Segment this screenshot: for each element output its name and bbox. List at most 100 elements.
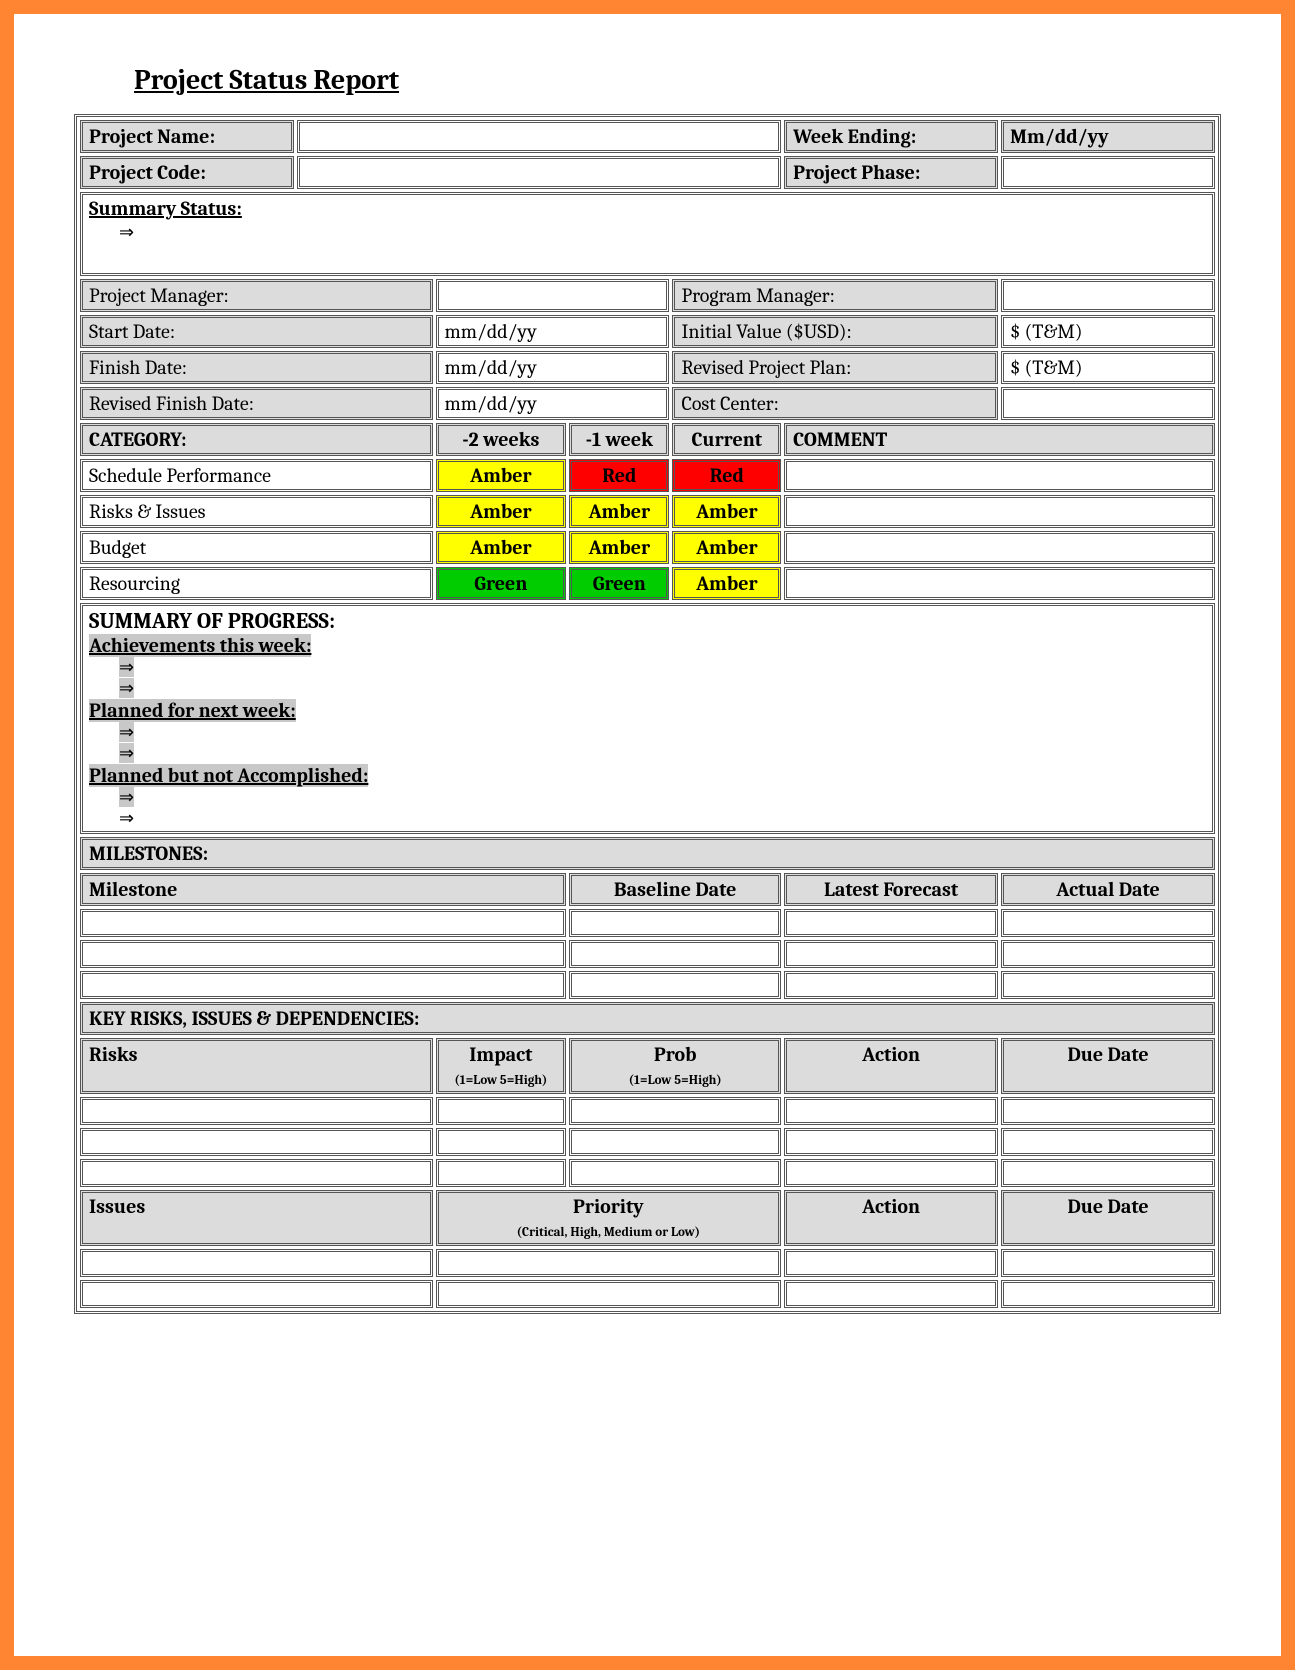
col-baseline: Baseline Date <box>569 873 781 906</box>
status-cell: Amber <box>672 567 781 600</box>
label-revised-finish: Revised Finish Date: <box>80 387 433 420</box>
row-category-header: CATEGORY: -2 weeks -1 week Current COMME… <box>80 423 1215 456</box>
row-summary-status: Summary Status: ⇒ <box>80 192 1215 276</box>
cell-summary-status: Summary Status: ⇒ <box>80 192 1215 276</box>
comment-cell[interactable] <box>784 459 1215 492</box>
status-cell: Red <box>569 459 669 492</box>
value-start[interactable]: mm/dd/yy <box>436 315 670 348</box>
label-risks-heading: KEY RISKS, ISSUES & DEPENDENCIES: <box>80 1002 1215 1035</box>
status-cell: Green <box>569 567 669 600</box>
value-week-ending[interactable]: Mm/dd/yy <box>1001 120 1215 153</box>
col-duedate: Due Date <box>1001 1038 1215 1094</box>
label-pm: Project Manager: <box>80 279 433 312</box>
label-planned-not: Planned but not Accomplished: <box>89 764 368 787</box>
page: Project Status Report Project Name: Week… <box>14 14 1281 1656</box>
comment-cell[interactable] <box>784 531 1215 564</box>
category-label: Budget <box>80 531 433 564</box>
status-cell: Amber <box>569 531 669 564</box>
status-cell: Amber <box>569 495 669 528</box>
label-milestones: MILESTONES: <box>80 837 1215 870</box>
row-risks-cols: Risks Impact (1=Low 5=High) Prob (1=Low … <box>80 1038 1215 1094</box>
value-project-phase[interactable] <box>1001 156 1215 189</box>
arrow-icon: ⇒ <box>89 222 134 242</box>
value-revised-plan[interactable]: $ (T&M) <box>1001 351 1215 384</box>
value-revised-finish[interactable]: mm/dd/yy <box>436 387 670 420</box>
col-impact: Impact (1=Low 5=High) <box>436 1038 567 1094</box>
row-start: Start Date: mm/dd/yy Initial Value ($USD… <box>80 315 1215 348</box>
label-prog: Program Manager: <box>672 279 998 312</box>
comment-cell[interactable] <box>784 567 1215 600</box>
row-milestone-cols: Milestone Baseline Date Latest Forecast … <box>80 873 1215 906</box>
table-row[interactable] <box>80 909 1215 937</box>
table-row[interactable] <box>80 1159 1215 1187</box>
row-issues-cols: Issues Priority (Critical, High, Medium … <box>80 1190 1215 1246</box>
col-m2: -2 weeks <box>436 423 567 456</box>
label-priority-sub: (Critical, High, Medium or Low) <box>517 1225 700 1240</box>
comment-cell[interactable] <box>784 495 1215 528</box>
col-category: CATEGORY: <box>80 423 433 456</box>
table-row[interactable] <box>80 1097 1215 1125</box>
col-issues: Issues <box>80 1190 433 1246</box>
col-m1: -1 week <box>569 423 669 456</box>
category-row: Schedule PerformanceAmberRedRed <box>80 459 1215 492</box>
page-title: Project Status Report <box>134 64 1221 96</box>
arrow-icon: ⇒ <box>119 787 134 807</box>
category-label: Schedule Performance <box>80 459 433 492</box>
label-summary-status: Summary Status: <box>89 197 242 220</box>
table-row[interactable] <box>80 971 1215 999</box>
category-row: BudgetAmberAmberAmber <box>80 531 1215 564</box>
label-start: Start Date: <box>80 315 433 348</box>
arrow-icon: ⇒ <box>119 722 134 742</box>
row-revised-finish: Revised Finish Date: mm/dd/yy Cost Cente… <box>80 387 1215 420</box>
status-cell: Amber <box>436 531 567 564</box>
arrow-icon: ⇒ <box>119 743 134 763</box>
table-row[interactable] <box>80 1249 1215 1277</box>
row-risks-heading: KEY RISKS, ISSUES & DEPENDENCIES: <box>80 1002 1215 1035</box>
status-cell: Green <box>436 567 567 600</box>
col-comment: COMMENT <box>784 423 1215 456</box>
label-cost-center: Cost Center: <box>672 387 998 420</box>
status-report-table: Project Name: Week Ending: Mm/dd/yy Proj… <box>74 114 1221 1314</box>
col-risks: Risks <box>80 1038 433 1094</box>
row-project-name: Project Name: Week Ending: Mm/dd/yy <box>80 120 1215 153</box>
cell-progress: SUMMARY OF PROGRESS: Achievements this w… <box>80 603 1215 834</box>
col-prob: Prob (1=Low 5=High) <box>569 1038 781 1094</box>
status-cell: Red <box>672 459 781 492</box>
label-priority: Priority <box>573 1195 644 1218</box>
status-cell: Amber <box>436 495 567 528</box>
value-project-code[interactable] <box>297 156 781 189</box>
row-project-code: Project Code: Project Phase: <box>80 156 1215 189</box>
row-finish: Finish Date: mm/dd/yy Revised Project Pl… <box>80 351 1215 384</box>
table-row[interactable] <box>80 1128 1215 1156</box>
col-issue-duedate: Due Date <box>1001 1190 1215 1246</box>
value-cost-center[interactable] <box>1001 387 1215 420</box>
col-current: Current <box>672 423 781 456</box>
label-initial: Initial Value ($USD): <box>672 315 998 348</box>
label-project-code: Project Code: <box>80 156 294 189</box>
arrow-icon: ⇒ <box>119 657 134 677</box>
status-cell: Amber <box>672 531 781 564</box>
label-project-phase: Project Phase: <box>784 156 998 189</box>
col-action: Action <box>784 1038 998 1094</box>
row-managers: Project Manager: Program Manager: <box>80 279 1215 312</box>
label-impact-sub: (1=Low 5=High) <box>454 1073 547 1088</box>
value-prog[interactable] <box>1001 279 1215 312</box>
label-achievements: Achievements this week: <box>89 634 311 657</box>
value-pm[interactable] <box>436 279 670 312</box>
label-week-ending: Week Ending: <box>784 120 998 153</box>
value-project-name[interactable] <box>297 120 781 153</box>
table-row[interactable] <box>80 940 1215 968</box>
value-finish[interactable]: mm/dd/yy <box>436 351 670 384</box>
label-prob: Prob <box>654 1043 697 1066</box>
row-progress: SUMMARY OF PROGRESS: Achievements this w… <box>80 603 1215 834</box>
label-finish: Finish Date: <box>80 351 433 384</box>
arrow-icon: ⇒ <box>119 808 134 828</box>
col-milestone: Milestone <box>80 873 566 906</box>
value-initial[interactable]: $ (T&M) <box>1001 315 1215 348</box>
row-milestones-heading: MILESTONES: <box>80 837 1215 870</box>
arrow-icon: ⇒ <box>119 678 134 698</box>
col-priority: Priority (Critical, High, Medium or Low) <box>436 1190 782 1246</box>
category-row: ResourcingGreenGreenAmber <box>80 567 1215 600</box>
label-prob-sub: (1=Low 5=High) <box>629 1073 722 1088</box>
table-row[interactable] <box>80 1280 1215 1308</box>
